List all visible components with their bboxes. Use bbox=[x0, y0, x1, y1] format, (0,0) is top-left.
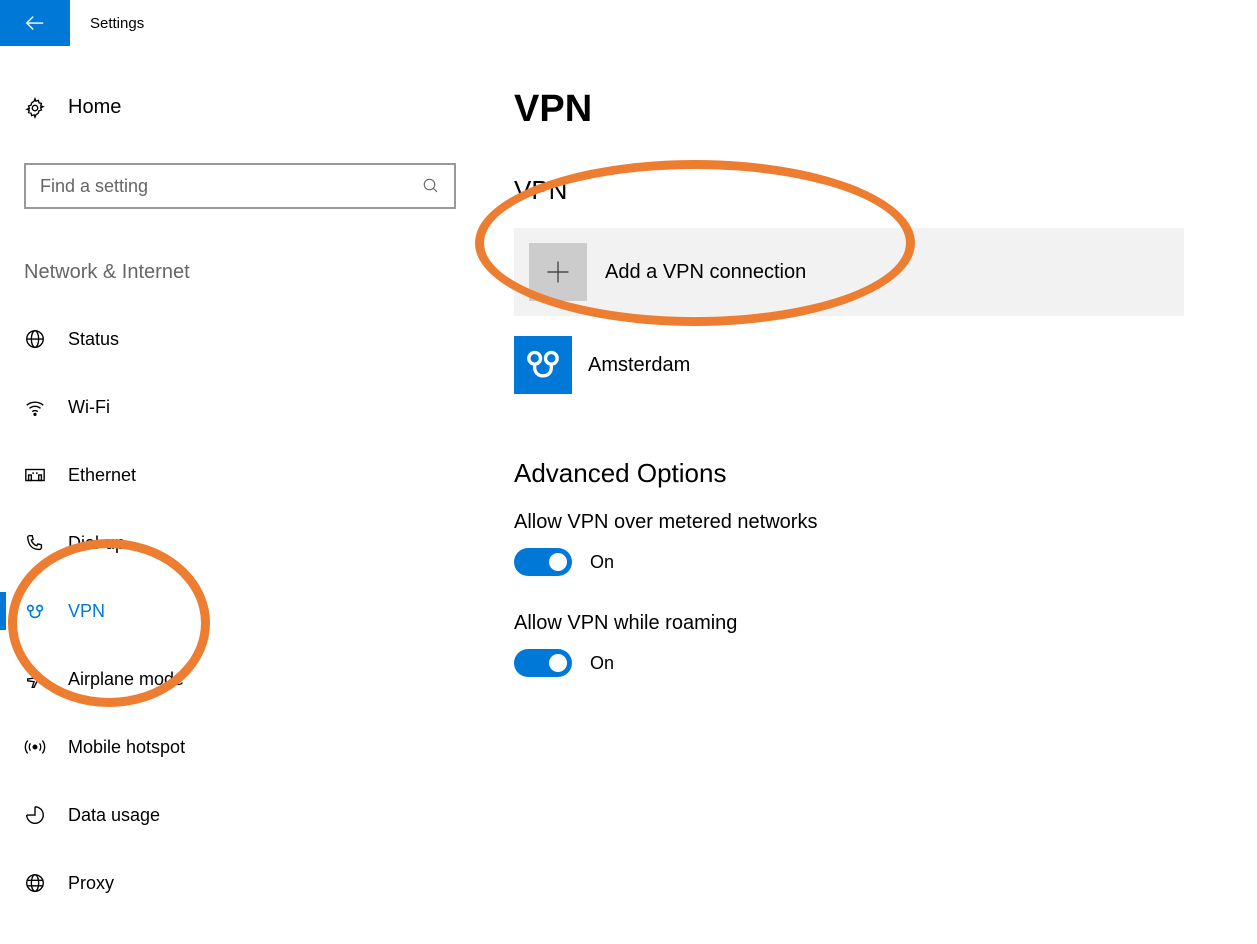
sidebar-item-vpn[interactable]: VPN bbox=[24, 588, 490, 634]
toggle-metered[interactable] bbox=[514, 548, 572, 576]
globe-icon bbox=[24, 328, 46, 350]
toggle-roaming[interactable] bbox=[514, 649, 572, 677]
sidebar-item-label: Wi-Fi bbox=[68, 397, 110, 418]
sidebar-item-label: Data usage bbox=[68, 805, 160, 826]
category-title: Network & Internet bbox=[24, 261, 490, 284]
advanced-section-title: Advanced Options bbox=[514, 458, 1187, 489]
add-vpn-button[interactable]: Add a VPN connection bbox=[514, 228, 1184, 316]
add-vpn-label: Add a VPN connection bbox=[605, 261, 806, 284]
sidebar-item-label: Dial-up bbox=[68, 533, 125, 554]
wifi-icon bbox=[24, 396, 46, 418]
main: VPN VPN Add a VPN connection Amsterdam bbox=[490, 88, 1257, 928]
proxy-icon bbox=[24, 872, 46, 894]
gear-icon bbox=[24, 97, 46, 119]
titlebar: Settings bbox=[0, 0, 1257, 46]
sidebar-item-label: Status bbox=[68, 329, 119, 350]
sidebar-item-status[interactable]: Status bbox=[24, 316, 490, 362]
hotspot-icon bbox=[24, 736, 46, 758]
sidebar-item-label: Ethernet bbox=[68, 465, 136, 486]
page-title: VPN bbox=[514, 88, 1187, 131]
vpn-section-title: VPN bbox=[514, 175, 1187, 206]
sidebar-item-airplane[interactable]: Airplane mode bbox=[24, 656, 490, 702]
ethernet-icon bbox=[24, 464, 46, 486]
sidebar-item-datausage[interactable]: Data usage bbox=[24, 792, 490, 838]
sidebar-item-label: Mobile hotspot bbox=[68, 737, 185, 758]
sidebar-item-proxy[interactable]: Proxy bbox=[24, 860, 490, 906]
sidebar-item-ethernet[interactable]: Ethernet bbox=[24, 452, 490, 498]
airplane-icon bbox=[24, 668, 46, 690]
data-usage-icon bbox=[24, 804, 46, 826]
content: Home Network & Internet Status bbox=[0, 46, 1257, 928]
vpn-icon bbox=[24, 600, 46, 622]
search-input[interactable] bbox=[40, 176, 422, 197]
toggle-roaming-state: On bbox=[590, 653, 614, 674]
back-arrow-icon bbox=[24, 12, 46, 34]
titlebar-title: Settings bbox=[90, 15, 144, 32]
sidebar-item-label: VPN bbox=[68, 601, 105, 622]
back-button[interactable] bbox=[0, 0, 70, 46]
plus-icon bbox=[529, 243, 587, 301]
option-metered-label: Allow VPN over metered networks bbox=[514, 511, 1187, 534]
phone-icon bbox=[24, 532, 46, 554]
sidebar: Home Network & Internet Status bbox=[0, 88, 490, 928]
home-button[interactable]: Home bbox=[24, 88, 490, 127]
sidebar-item-label: Proxy bbox=[68, 873, 114, 894]
sidebar-item-hotspot[interactable]: Mobile hotspot bbox=[24, 724, 490, 770]
vpn-connection-item[interactable]: Amsterdam bbox=[514, 328, 1187, 402]
toggle-roaming-row: On bbox=[514, 649, 1187, 677]
vpn-connection-label: Amsterdam bbox=[588, 354, 690, 377]
toggle-metered-row: On bbox=[514, 548, 1187, 576]
vpn-connection-icon bbox=[514, 336, 572, 394]
search-icon bbox=[422, 177, 440, 195]
sidebar-item-wifi[interactable]: Wi-Fi bbox=[24, 384, 490, 430]
sidebar-item-dialup[interactable]: Dial-up bbox=[24, 520, 490, 566]
option-roaming-label: Allow VPN while roaming bbox=[514, 612, 1187, 635]
home-label: Home bbox=[68, 96, 121, 119]
sidebar-item-label: Airplane mode bbox=[68, 669, 184, 690]
toggle-metered-state: On bbox=[590, 552, 614, 573]
search-box[interactable] bbox=[24, 163, 456, 209]
